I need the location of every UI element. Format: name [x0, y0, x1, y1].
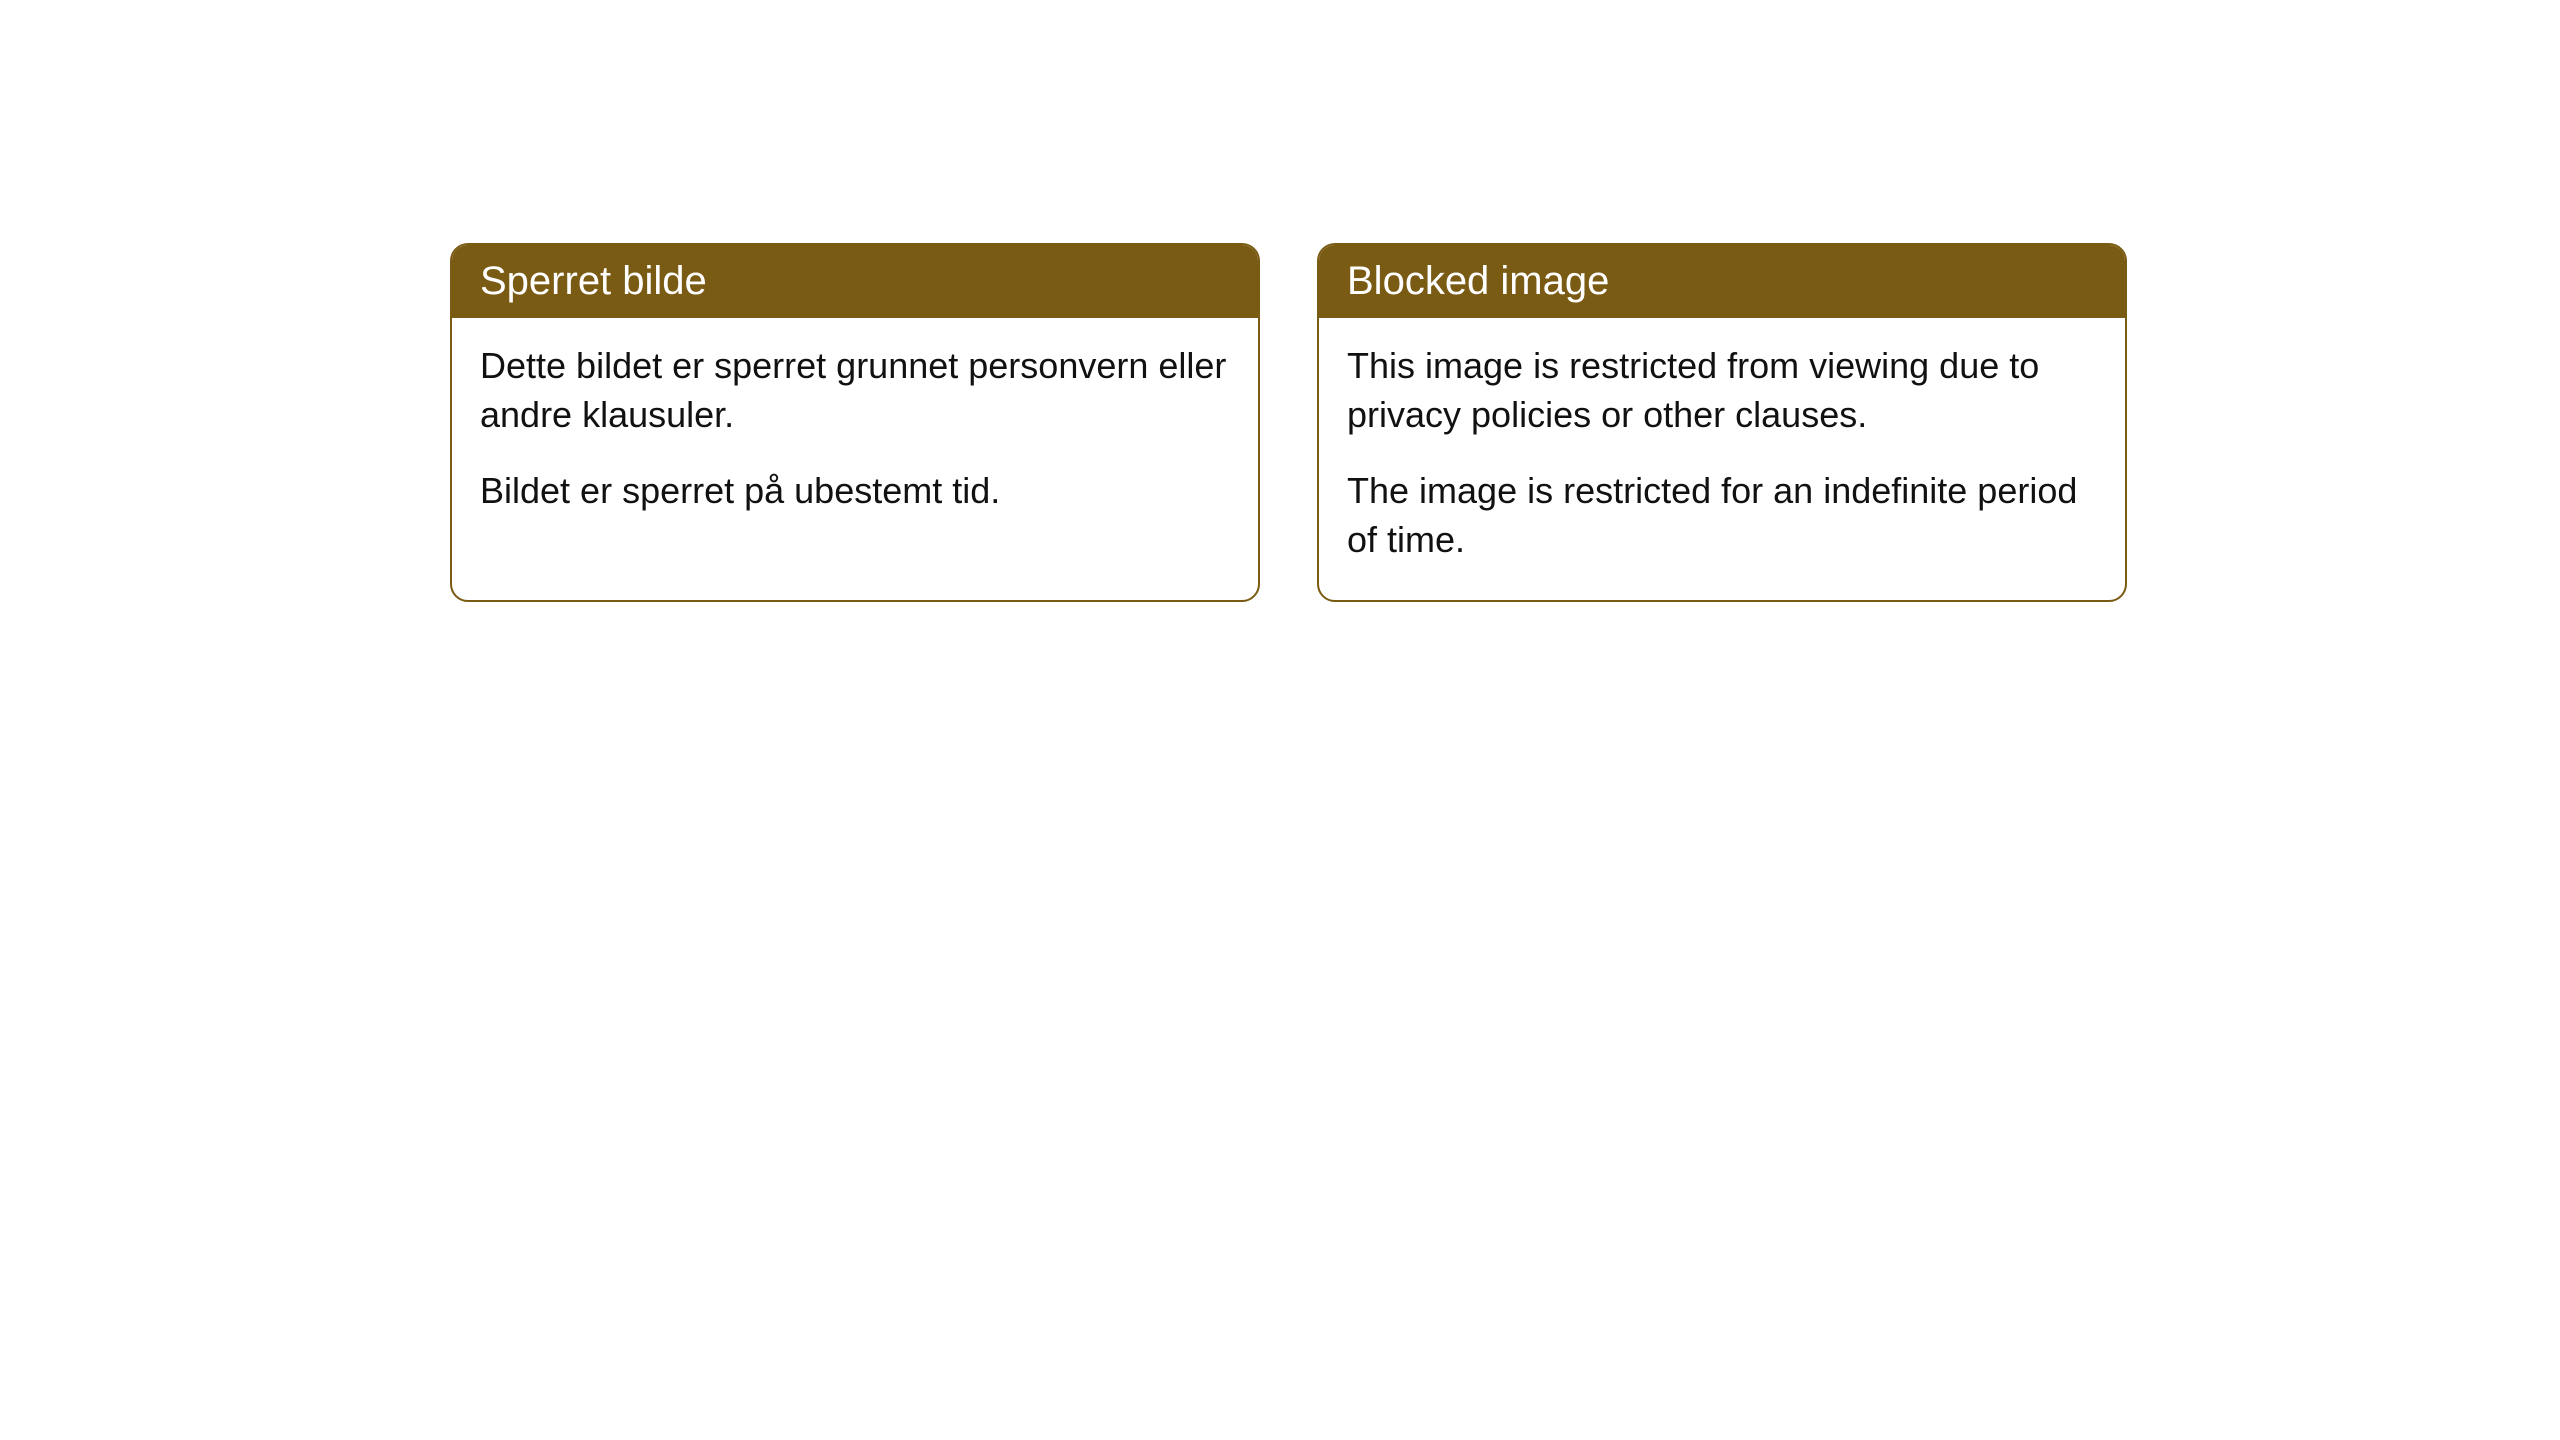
card-title-en: Blocked image	[1347, 259, 1609, 303]
card-title-no: Sperret bilde	[480, 259, 707, 303]
card-header-en: Blocked image	[1319, 245, 2125, 318]
card-body-no: Dette bildet er sperret grunnet personve…	[452, 318, 1258, 552]
blocked-image-card-no: Sperret bilde Dette bildet er sperret gr…	[450, 243, 1260, 602]
card-para2-en: The image is restricted for an indefinit…	[1347, 467, 2097, 564]
card-body-en: This image is restricted from viewing du…	[1319, 318, 2125, 600]
card-para1-no: Dette bildet er sperret grunnet personve…	[480, 342, 1230, 439]
blocked-image-card-en: Blocked image This image is restricted f…	[1317, 243, 2127, 602]
card-para2-no: Bildet er sperret på ubestemt tid.	[480, 467, 1230, 516]
notice-cards-container: Sperret bilde Dette bildet er sperret gr…	[450, 243, 2127, 602]
card-header-no: Sperret bilde	[452, 245, 1258, 318]
card-para1-en: This image is restricted from viewing du…	[1347, 342, 2097, 439]
